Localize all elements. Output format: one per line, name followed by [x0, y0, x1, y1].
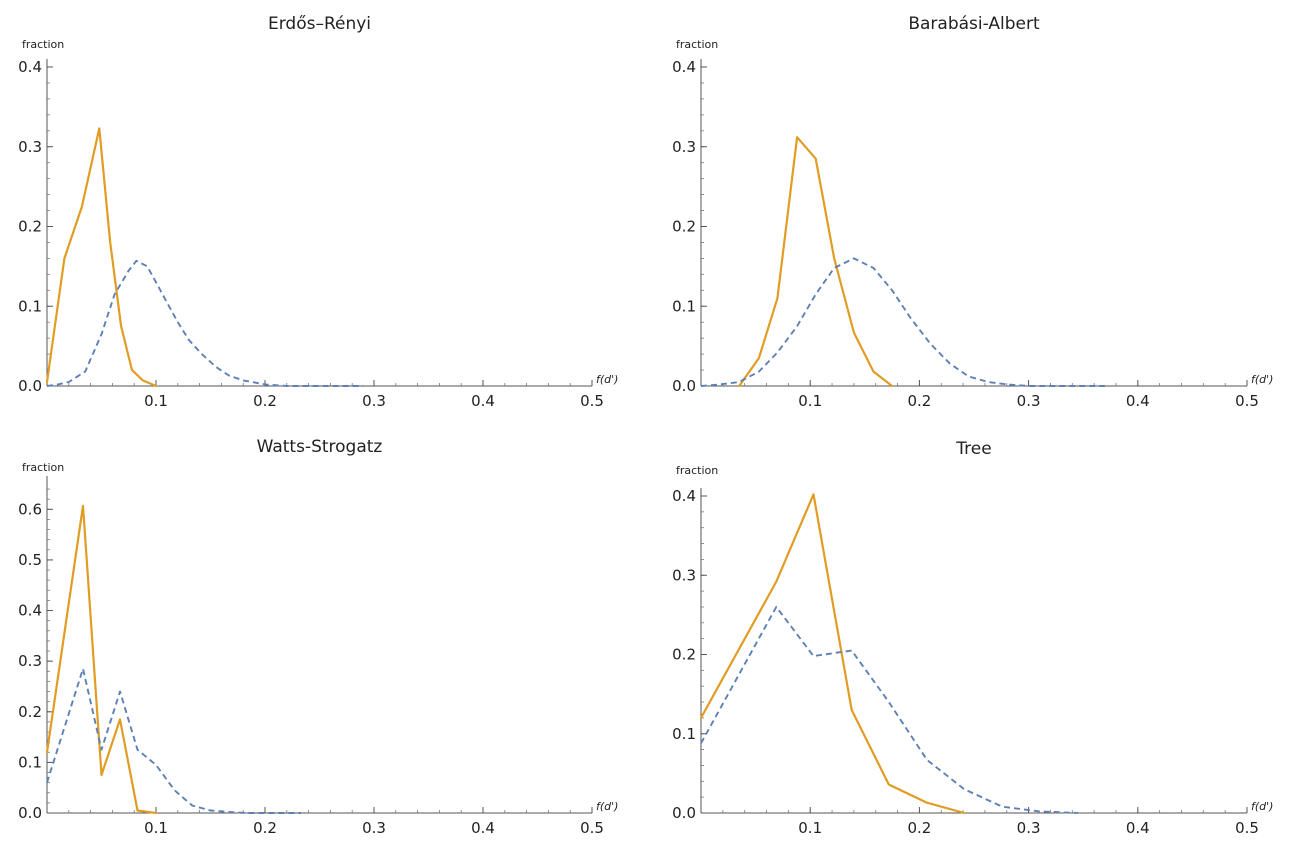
panel-tree: Tree fraction 0.1 0.2 0.3 0.4 0.5 0.0 0.1 0.2 0.3 0…: [659, 421, 1309, 842]
panel-watts-strogatz: Watts-Strogatz fraction 0.1 0.2 0.3 0.4 0.5 0.0…: [0, 421, 650, 842]
y-tick-label: 0.2: [672, 646, 696, 664]
x-axis-label: f(d'): [1251, 373, 1273, 386]
x-tick-label: 0.3: [1017, 819, 1041, 837]
series-line-solid: [738, 136, 894, 388]
x-tick-label: 0.2: [253, 819, 277, 837]
x-tick-label: 0.1: [144, 392, 168, 410]
x-tick-label: 0.5: [1235, 819, 1259, 837]
y-tick-label: 0.0: [672, 804, 696, 822]
y-tick-label: 0.0: [18, 804, 42, 822]
chart-erdos-renyi: Erdős–Rényi fraction 0.1 0.2 0.3 0.4 0.5 0.0 0.1…: [18, 14, 618, 410]
y-tick-label: 0.4: [18, 602, 42, 620]
x-axis-label: f(d'): [596, 373, 618, 386]
series-line-solid: [699, 493, 966, 815]
x-tick-label: 0.5: [580, 819, 604, 837]
y-tick-label: 0.1: [18, 753, 42, 771]
series-line-dashed: [46, 667, 301, 814]
y-tick-label: 0.2: [18, 218, 42, 236]
x-tick-label: 0.5: [580, 392, 604, 410]
y-tick-label: 0.3: [672, 138, 696, 156]
series-line-dashed: [700, 257, 1105, 387]
x-axis-label: f(d'): [1251, 800, 1273, 813]
chart-barabasi-albert: Barabási-Albert fraction 0.1 0.2 0.3 0.4 0.5 0.…: [672, 14, 1273, 410]
x-tick-label: 0.3: [1017, 392, 1041, 410]
chart-title: Barabási-Albert: [908, 14, 1040, 34]
chart-title: Watts-Strogatz: [257, 437, 383, 457]
x-tick-label: 0.5: [1235, 392, 1259, 410]
x-tick-label: 0.4: [1126, 819, 1150, 837]
x-tick-label: 0.2: [253, 392, 277, 410]
y-tick-label: 0.0: [18, 377, 42, 395]
y-tick-label: 0.3: [18, 652, 42, 670]
y-axis-label: fraction: [676, 38, 718, 51]
x-tick-label: 0.2: [907, 392, 931, 410]
series-line-solid: [45, 127, 158, 388]
y-tick-label: 0.2: [672, 218, 696, 236]
y-tick-label: 0.1: [672, 725, 696, 743]
x-tick-label: 0.4: [471, 392, 495, 410]
x-tick-label: 0.2: [907, 819, 931, 837]
panel-barabasi-albert: Barabási-Albert fraction 0.1 0.2 0.3 0.4 0.5 0.…: [659, 0, 1309, 421]
x-tick-label: 0.1: [798, 392, 822, 410]
x-tick-label: 0.4: [1126, 392, 1150, 410]
series-line-dashed: [46, 259, 364, 387]
chart-watts-strogatz: Watts-Strogatz fraction 0.1 0.2 0.3 0.4 0.5 0.0…: [18, 437, 618, 837]
y-tick-label: 0.2: [18, 703, 42, 721]
panel-erdos-renyi: Erdős–Rényi fraction 0.1 0.2 0.3 0.4 0.5 0.0 0.1…: [0, 0, 650, 421]
x-tick-label: 0.3: [362, 819, 386, 837]
x-tick-label: 0.1: [144, 819, 168, 837]
series-line-dashed: [700, 605, 1078, 814]
y-tick-label: 0.3: [672, 566, 696, 584]
y-tick-label: 0.5: [18, 551, 42, 569]
x-axis-label: f(d'): [596, 800, 618, 813]
y-tick-label: 0.3: [18, 138, 42, 156]
y-axis-label: fraction: [676, 464, 718, 477]
series-line-solid: [45, 504, 158, 815]
y-tick-label: 0.6: [18, 500, 42, 518]
y-tick-label: 0.4: [672, 58, 696, 76]
y-tick-label: 0.1: [672, 297, 696, 315]
chart-title: Tree: [955, 439, 991, 459]
y-tick-label: 0.4: [672, 487, 696, 505]
y-tick-label: 0.0: [672, 377, 696, 395]
x-tick-label: 0.1: [798, 819, 822, 837]
chart-tree: Tree fraction 0.1 0.2 0.3 0.4 0.5 0.0 0.1 0.2 0.3 0…: [672, 439, 1273, 837]
x-tick-label: 0.4: [471, 819, 495, 837]
y-axis-label: fraction: [22, 38, 64, 51]
y-tick-label: 0.4: [18, 58, 42, 76]
y-axis-label: fraction: [22, 461, 64, 474]
chart-title: Erdős–Rényi: [268, 14, 371, 34]
y-tick-label: 0.1: [18, 297, 42, 315]
x-tick-label: 0.3: [362, 392, 386, 410]
